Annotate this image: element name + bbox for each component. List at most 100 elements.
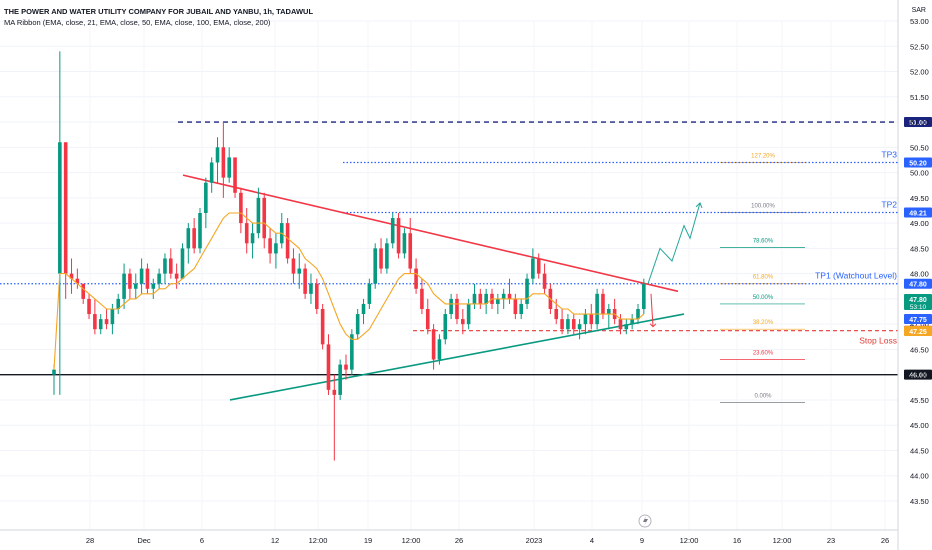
level-badge — [904, 207, 932, 218]
y-tick-label: 51.50 — [910, 93, 929, 102]
x-tick-label: 28 — [86, 536, 94, 545]
candle-body — [186, 228, 191, 249]
candle-body — [192, 228, 196, 249]
candle-body — [630, 319, 634, 325]
candle-body — [209, 162, 214, 183]
fib-ratio-label: 100.00% — [751, 203, 775, 209]
candle-body — [309, 283, 313, 294]
candle-body — [466, 303, 471, 325]
grid — [0, 20, 898, 530]
x-tick-label: 19 — [364, 536, 372, 545]
candle-body — [128, 273, 132, 289]
candle-body — [531, 258, 535, 279]
candle-body — [525, 278, 529, 304]
ema-ribbon — [53, 212, 645, 370]
price-axis[interactable]: 53.00 52.50 52.00 51.50 51.00 50.50 50.00 49.50… — [897, 0, 932, 550]
candle-body — [180, 248, 185, 279]
fib-ratio-label: 61.80% — [753, 275, 774, 281]
candle-body — [390, 218, 395, 244]
candle-body — [139, 268, 144, 284]
fibonacci-levels: 127.20% 100.00% 78.60% 61.80% 50.00% 38.20% 23… — [720, 153, 805, 403]
candle-body — [554, 309, 559, 320]
candle-body — [344, 364, 348, 370]
candle-body — [204, 182, 208, 213]
x-tick-label: 23 — [827, 536, 835, 545]
candle-body — [151, 283, 156, 289]
price-badge — [904, 326, 932, 336]
candle-body — [361, 303, 366, 315]
candle-body — [589, 314, 594, 325]
candle-body — [501, 293, 506, 299]
y-tick-label: 50.00 — [910, 169, 929, 178]
candle-body — [174, 273, 179, 279]
x-tick-label: 12:00 — [402, 536, 421, 545]
indicator-legend[interactable]: MA Ribbon (EMA, close, 21, EMA, close, 5… — [4, 18, 271, 27]
candle-body — [536, 258, 541, 274]
y-tick-label: 52.00 — [910, 68, 929, 77]
candle-body — [163, 258, 167, 274]
candle-body — [496, 298, 500, 304]
y-tick-label: 49.00 — [910, 219, 929, 228]
chart-title: THE POWER AND WATER UTILITY COMPANY FOR … — [4, 7, 314, 16]
y-tick-label: 44.00 — [910, 472, 929, 481]
candle-body — [437, 339, 442, 360]
level-badge-text: 50.20 — [909, 160, 927, 167]
price-badge-text: 47.80 — [909, 297, 927, 304]
x-tick-label: 26 — [881, 536, 889, 545]
candle-body — [198, 213, 202, 249]
candle-body — [636, 309, 640, 320]
candle-body — [542, 273, 547, 289]
level-badge — [904, 157, 932, 168]
projection-path — [647, 202, 701, 284]
x-tick-label: 6 — [200, 536, 204, 545]
candle-body — [262, 197, 267, 239]
projection — [647, 202, 703, 328]
candle-body — [560, 319, 564, 330]
candle-body — [519, 303, 523, 315]
candle-body — [145, 268, 150, 289]
time-axis[interactable]: 28 Dec 6 12 12:00 19 12:00 26 2023 4 9 12:00 16 12:00… — [0, 529, 898, 545]
candle-body — [566, 319, 570, 330]
level-badge — [904, 369, 932, 380]
y-tick-label: 48.00 — [910, 270, 929, 279]
fib-ratio-label: 0.00% — [754, 393, 772, 399]
price-badge — [904, 314, 932, 324]
y-tick-label: 49.50 — [910, 194, 929, 203]
candle-body — [425, 309, 430, 330]
price-badge-countdown: 53:10 — [910, 304, 927, 311]
candle-body — [233, 157, 237, 193]
candle-body — [239, 192, 243, 224]
x-tick-label: 12:00 — [309, 536, 328, 545]
candle-body — [461, 319, 465, 325]
level-badge-text: 46.00 — [909, 373, 927, 380]
candle-body — [642, 283, 646, 309]
level-label: TP3 — [881, 149, 897, 159]
support-trendline — [229, 313, 685, 401]
candle-body — [455, 298, 459, 320]
candle-body — [443, 314, 448, 340]
candle-body — [624, 324, 629, 330]
x-tick-label: 12:00 — [773, 536, 792, 545]
horizontal-levels: 51.00 50.20 TP3 49.21 TP2 47.80 TP1 (Watchout … — [0, 117, 932, 380]
candle-body — [408, 233, 413, 269]
candle-body — [595, 293, 599, 325]
candle-body — [116, 298, 121, 309]
y-tick-label: 47.00 — [910, 320, 929, 329]
level-badge-text: 47.80 — [909, 282, 927, 289]
level-badge-text: 49.21 — [909, 210, 927, 217]
candle-body — [601, 293, 605, 315]
candle-body — [449, 298, 453, 315]
candle-body — [367, 283, 372, 304]
candle-body — [402, 233, 407, 254]
candle-body — [303, 268, 307, 294]
candle-body — [607, 309, 611, 315]
candle-body — [285, 223, 290, 259]
candle-body — [326, 344, 331, 390]
candle-body — [52, 369, 56, 375]
ema-21-line — [53, 212, 645, 370]
y-tick-label: 46.00 — [910, 371, 929, 380]
resistance-trendline — [182, 174, 679, 293]
candle-body — [385, 243, 389, 269]
x-tick-label: 16 — [733, 536, 741, 545]
